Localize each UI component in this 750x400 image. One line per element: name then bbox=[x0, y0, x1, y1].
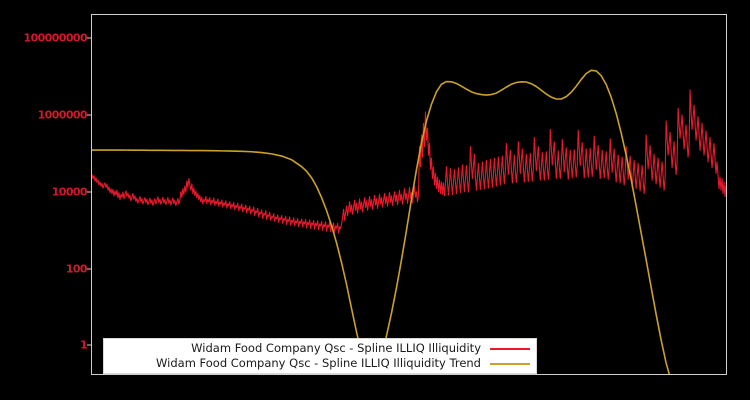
series-line-trend bbox=[92, 69, 671, 374]
y-axis-tick-mark bbox=[87, 268, 91, 270]
legend-entry-illiquidity[interactable]: Widam Food Company Qsc - Spline ILLIQ Il… bbox=[104, 341, 536, 356]
y-axis-tick-label: 1000000 bbox=[37, 108, 88, 122]
y-axis-tick-mark bbox=[87, 114, 91, 116]
y-axis-tick-mark bbox=[87, 344, 91, 346]
legend-label-trend: Widam Food Company Qsc - Spline ILLIQ Il… bbox=[156, 356, 481, 370]
legend-label-illiquidity: Widam Food Company Qsc - Spline ILLIQ Il… bbox=[191, 341, 481, 355]
plot-svg bbox=[92, 69, 726, 374]
y-axis-tick-label: 100000000 bbox=[23, 31, 88, 45]
chart-legend: Widam Food Company Qsc - Spline ILLIQ Il… bbox=[103, 338, 537, 374]
legend-swatch-illiquidity bbox=[490, 347, 530, 350]
y-axis-tick-mark bbox=[87, 37, 91, 39]
series-line-illiquidity bbox=[92, 89, 726, 234]
legend-swatch-trend bbox=[490, 362, 530, 365]
y-axis-tick-label: 10000 bbox=[51, 185, 88, 199]
legend-entry-trend[interactable]: Widam Food Company Qsc - Spline ILLIQ Il… bbox=[104, 356, 536, 371]
y-axis-tick-labels: 1 100 10000 1000000 100000000 bbox=[0, 0, 91, 400]
y-axis-tick-mark bbox=[87, 191, 91, 193]
y-axis-tick-label: 100 bbox=[65, 262, 88, 276]
plot-area bbox=[91, 14, 727, 375]
y-axis-tick-label: 1 bbox=[79, 338, 88, 352]
